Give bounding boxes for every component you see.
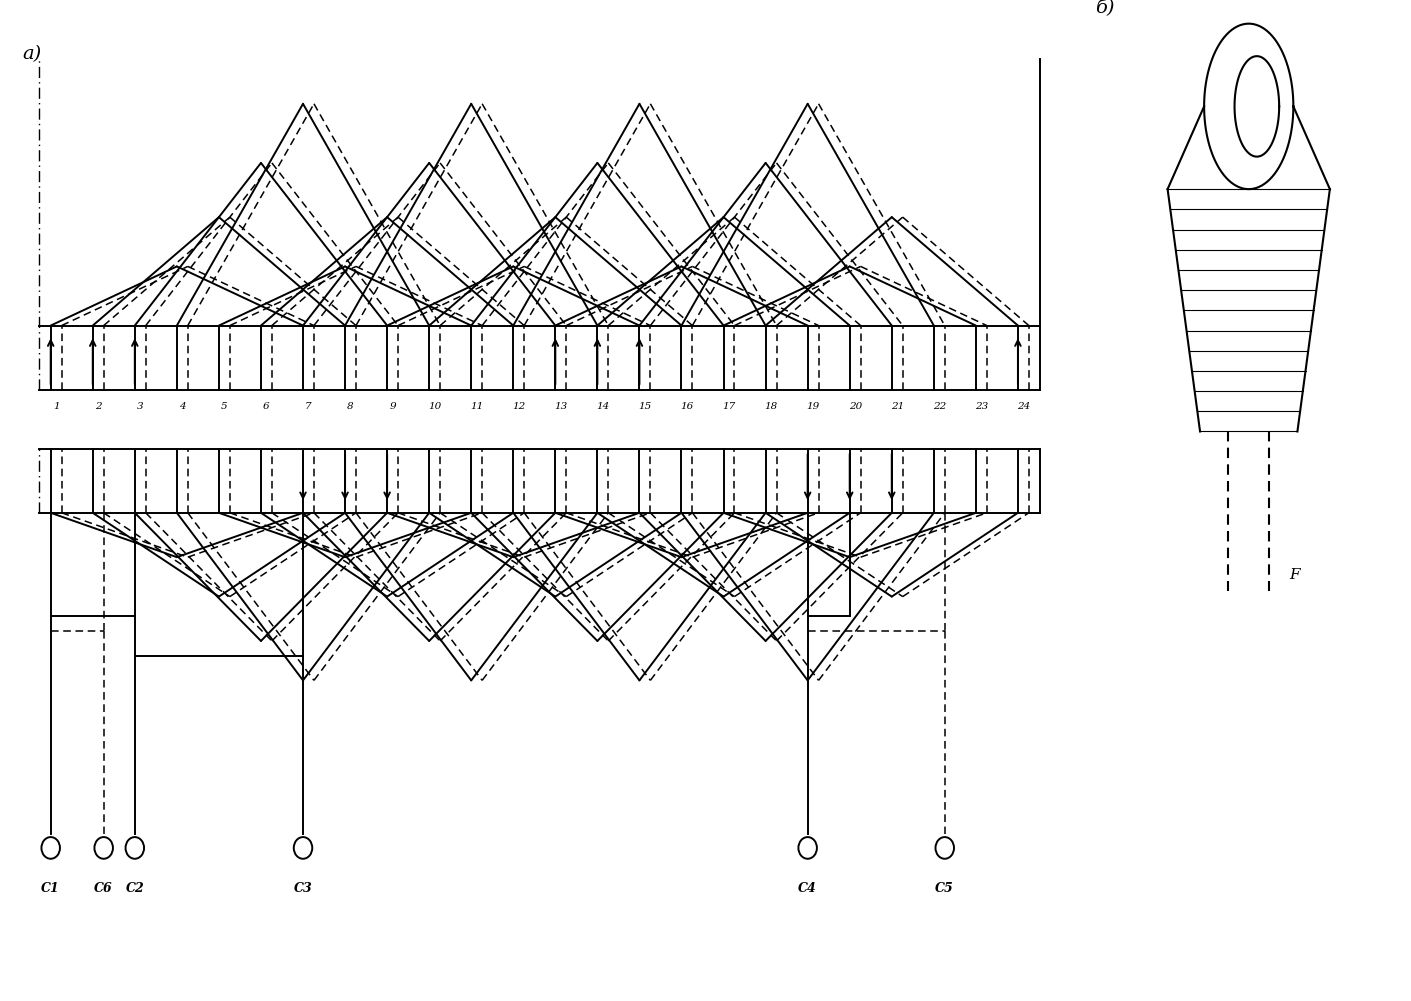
Text: 22: 22 bbox=[933, 402, 945, 411]
Text: C2: C2 bbox=[126, 883, 144, 896]
Text: F: F bbox=[1290, 569, 1300, 583]
Text: 11: 11 bbox=[470, 402, 484, 411]
Text: 5: 5 bbox=[222, 402, 227, 411]
Text: 13: 13 bbox=[555, 402, 567, 411]
Text: 3: 3 bbox=[137, 402, 144, 411]
Text: 23: 23 bbox=[975, 402, 988, 411]
Text: 6: 6 bbox=[262, 402, 270, 411]
Text: 9: 9 bbox=[389, 402, 396, 411]
Text: 24: 24 bbox=[1017, 402, 1030, 411]
Text: 20: 20 bbox=[848, 402, 862, 411]
Text: 4: 4 bbox=[179, 402, 186, 411]
Text: C1: C1 bbox=[41, 883, 61, 896]
Text: 7: 7 bbox=[305, 402, 312, 411]
Text: 1: 1 bbox=[52, 402, 59, 411]
Text: 2: 2 bbox=[95, 402, 102, 411]
Text: C3: C3 bbox=[293, 883, 312, 896]
Text: C6: C6 bbox=[95, 883, 113, 896]
Text: C4: C4 bbox=[799, 883, 817, 896]
Text: C5: C5 bbox=[935, 883, 954, 896]
Text: 14: 14 bbox=[597, 402, 610, 411]
Text: 16: 16 bbox=[680, 402, 694, 411]
Text: а): а) bbox=[23, 45, 42, 63]
Text: 19: 19 bbox=[807, 402, 820, 411]
Text: 8: 8 bbox=[347, 402, 354, 411]
Text: 17: 17 bbox=[722, 402, 735, 411]
Text: 21: 21 bbox=[890, 402, 904, 411]
Text: б): б) bbox=[1095, 0, 1115, 16]
Text: 15: 15 bbox=[638, 402, 652, 411]
Text: 18: 18 bbox=[765, 402, 777, 411]
Text: 10: 10 bbox=[428, 402, 442, 411]
Text: 12: 12 bbox=[512, 402, 525, 411]
